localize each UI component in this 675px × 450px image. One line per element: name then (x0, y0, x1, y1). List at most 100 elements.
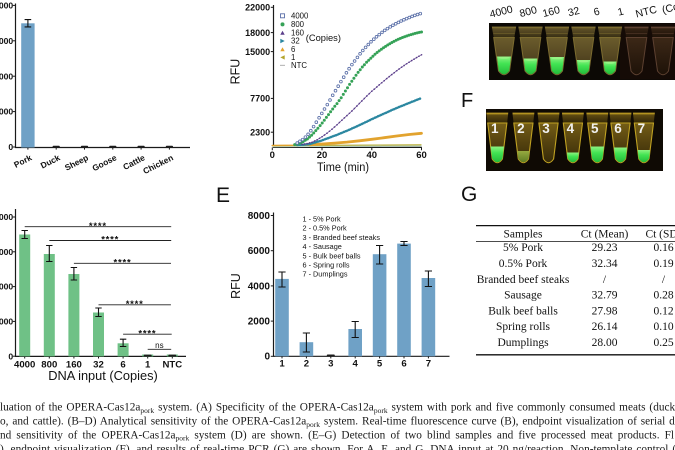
svg-text:0: 0 (264, 352, 270, 363)
svg-text:4 - Sausage: 4 - Sausage (303, 242, 342, 251)
svg-text:4000: 4000 (248, 281, 271, 292)
svg-text:4000: 4000 (0, 282, 13, 292)
svg-text:RFU: RFU (229, 59, 243, 85)
svg-text:4: 4 (353, 359, 359, 370)
svg-text:NTC: NTC (634, 4, 658, 21)
svg-text:20: 20 (317, 150, 328, 161)
svg-text:6000: 6000 (248, 246, 271, 257)
svg-text:luation of the OPERA-Cas12apor: luation of the OPERA-Cas12apork system. … (0, 402, 675, 415)
svg-text:2: 2 (517, 121, 525, 136)
svg-text:4000: 4000 (0, 71, 13, 81)
svg-text:18000: 18000 (245, 28, 270, 38)
svg-text:32.79: 32.79 (592, 290, 618, 302)
svg-text:Ct (SD): Ct (SD) (645, 228, 675, 240)
svg-text:8000: 8000 (0, 212, 13, 222)
svg-text:0: 0 (8, 142, 13, 152)
svg-text:60: 60 (416, 150, 427, 161)
svg-text:6 - Spring rolls: 6 - Spring rolls (303, 261, 350, 270)
svg-text:26.14: 26.14 (592, 321, 618, 333)
svg-text:0.19: 0.19 (653, 258, 673, 270)
svg-text:Sheep: Sheep (63, 152, 90, 172)
svg-text:28.00: 28.00 (592, 337, 618, 349)
svg-text:6: 6 (401, 359, 406, 370)
svg-text:0.5% Pork: 0.5% Pork (499, 258, 548, 270)
svg-text:1: 1 (291, 53, 295, 62)
svg-text:1: 1 (279, 359, 285, 370)
svg-text:(Copies): (Copies) (306, 33, 341, 43)
svg-text:160: 160 (541, 4, 561, 20)
svg-text:2000: 2000 (0, 107, 13, 117)
svg-text:32: 32 (291, 37, 300, 46)
svg-text:2: 2 (304, 359, 309, 370)
svg-text:3: 3 (542, 121, 550, 136)
svg-text:7 - Dumplings: 7 - Dumplings (303, 270, 348, 279)
svg-text:Bulk beef balls: Bulk beef balls (488, 305, 558, 317)
svg-text:0.12: 0.12 (653, 305, 673, 317)
svg-text:5: 5 (377, 359, 383, 370)
svg-text:2000: 2000 (0, 317, 13, 327)
svg-text:nd sensitivity of the OPERA-Ca: nd sensitivity of the OPERA-Cas12apork s… (0, 430, 674, 443)
svg-text:40: 40 (367, 150, 378, 161)
svg-text:32: 32 (93, 360, 104, 371)
svg-text:****: **** (101, 235, 119, 246)
svg-text:), endpoint visualization (F),: ), endpoint visualization (F), and resul… (0, 443, 675, 450)
svg-text:4000: 4000 (488, 3, 514, 20)
svg-text:1: 1 (491, 121, 499, 136)
svg-text:6: 6 (592, 6, 601, 19)
svg-text:8000: 8000 (248, 211, 271, 222)
svg-text:6: 6 (120, 360, 125, 371)
svg-text:800: 800 (518, 4, 538, 20)
svg-text:7700: 7700 (250, 94, 270, 104)
svg-text:Pork: Pork (12, 152, 33, 170)
svg-text:RFU: RFU (229, 273, 243, 299)
svg-text:3 - Branded beef steaks: 3 - Branded beef steaks (303, 233, 381, 242)
svg-text:Spring rolls: Spring rolls (496, 321, 551, 333)
svg-text:2 - 0.5% Pork: 2 - 0.5% Pork (303, 224, 348, 233)
svg-text:2000: 2000 (248, 317, 271, 328)
svg-text:27.98: 27.98 (592, 305, 618, 317)
svg-text:7: 7 (426, 359, 431, 370)
svg-text:29.23: 29.23 (592, 242, 618, 254)
svg-text:0.10: 0.10 (653, 321, 673, 333)
svg-text:160: 160 (291, 29, 305, 38)
svg-text:0: 0 (270, 150, 275, 161)
svg-text:6000: 6000 (0, 36, 13, 46)
svg-text:0.25: 0.25 (653, 337, 673, 349)
svg-text:22000: 22000 (245, 3, 270, 13)
svg-text:Ct (Mean): Ct (Mean) (581, 228, 629, 240)
svg-text:F: F (461, 90, 473, 112)
svg-text:1: 1 (616, 6, 625, 19)
svg-text:Sausage: Sausage (504, 290, 542, 302)
svg-text:/: / (603, 274, 607, 286)
svg-text:Goose: Goose (90, 152, 118, 173)
svg-text:Samples: Samples (504, 228, 543, 240)
svg-text:7: 7 (638, 121, 646, 136)
svg-text:5% Pork: 5% Pork (503, 242, 543, 254)
svg-text:****: **** (89, 221, 107, 232)
svg-text:****: **** (138, 328, 156, 339)
svg-text:G: G (461, 183, 477, 206)
svg-text:8000: 8000 (0, 1, 13, 11)
svg-text:0.16: 0.16 (653, 242, 673, 254)
svg-text:5: 5 (591, 121, 599, 136)
svg-text:4000: 4000 (291, 11, 309, 20)
svg-text:6: 6 (291, 45, 295, 54)
svg-text:0.28: 0.28 (653, 290, 673, 302)
svg-text:5 - Bulk beef balls: 5 - Bulk beef balls (303, 251, 361, 260)
svg-text:NTC: NTC (291, 61, 307, 70)
svg-text:0: 0 (8, 351, 13, 361)
svg-text:800: 800 (291, 20, 305, 29)
svg-text:6000: 6000 (0, 247, 13, 257)
svg-text:1 - 5% Pork: 1 - 5% Pork (303, 215, 341, 224)
svg-text:o, and cattle). (B–D) Analytic: o, and cattle). (B–D) Analytical sensiti… (0, 416, 675, 429)
svg-text:(Cop: (Cop (661, 0, 675, 16)
svg-text:Time (min): Time (min) (317, 160, 369, 174)
svg-text:32.34: 32.34 (592, 258, 618, 270)
svg-text:NTC: NTC (162, 360, 182, 371)
svg-text:160: 160 (66, 360, 82, 371)
svg-text:3: 3 (328, 359, 333, 370)
svg-text:DNA input (Copies): DNA input (Copies) (48, 368, 158, 383)
svg-text:Dumplings: Dumplings (497, 337, 549, 349)
svg-text:800: 800 (41, 360, 57, 371)
svg-text:2300: 2300 (250, 128, 270, 138)
